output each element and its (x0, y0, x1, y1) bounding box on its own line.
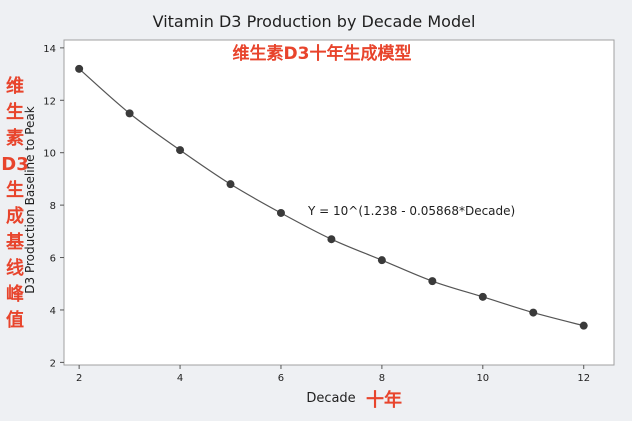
y-annotation-char: 基 (5, 231, 25, 253)
plot-area (63, 39, 615, 366)
data-points (75, 64, 588, 330)
y-annotation-char: 线 (6, 257, 24, 279)
data-point (579, 321, 588, 330)
data-point (75, 64, 84, 73)
data-point (428, 277, 437, 286)
chart-title: Vitamin D3 Production by Decade Model (153, 12, 476, 31)
y-axis: 2 4 6 8 10 12 14 (43, 44, 64, 369)
chart-title-annotation: 维生素D3十年生成模型 (233, 43, 412, 64)
y-tick-label: 4 (50, 306, 56, 317)
y-annotation-char: D3 (1, 154, 28, 175)
fit-equation: Y = 10^(1.238 - 0.05868*Decade) (307, 204, 515, 218)
y-annotation-char: 生 (6, 179, 24, 201)
y-annotation-char: 成 (6, 205, 24, 227)
y-annotation-char: 峰 (6, 283, 25, 305)
y-annotation-char: 值 (6, 309, 24, 331)
y-tick-label: 12 (43, 96, 56, 107)
data-point (529, 308, 538, 317)
data-point (478, 292, 487, 301)
data-point (226, 180, 235, 189)
data-point (377, 256, 386, 265)
y-tick-label: 6 (50, 254, 56, 265)
y-tick-label: 8 (50, 201, 56, 212)
y-tick-label: 2 (50, 358, 56, 369)
data-point (327, 235, 336, 244)
x-tick-label: 4 (177, 373, 183, 384)
x-tick-label: 2 (76, 373, 82, 384)
y-tick-label: 10 (43, 149, 56, 160)
data-point (125, 109, 134, 118)
x-axis: 2 4 6 8 10 12 (76, 365, 590, 384)
x-tick-label: 8 (379, 373, 385, 384)
y-annotation-char: 素 (6, 128, 24, 149)
x-axis-label: Decade (306, 391, 355, 406)
y-annotation-char: 生 (6, 101, 24, 123)
y-tick-label: 14 (43, 44, 56, 55)
x-tick-label: 12 (577, 373, 590, 384)
data-point (276, 208, 285, 217)
x-tick-label: 6 (278, 373, 284, 384)
x-axis-label-annotation: 十年 (366, 389, 402, 411)
x-tick-label: 10 (476, 373, 489, 384)
data-point (176, 146, 185, 155)
y-annotation-char: 维 (6, 75, 24, 97)
y-axis-label: D3 Production Baseline to Peak (23, 106, 37, 293)
